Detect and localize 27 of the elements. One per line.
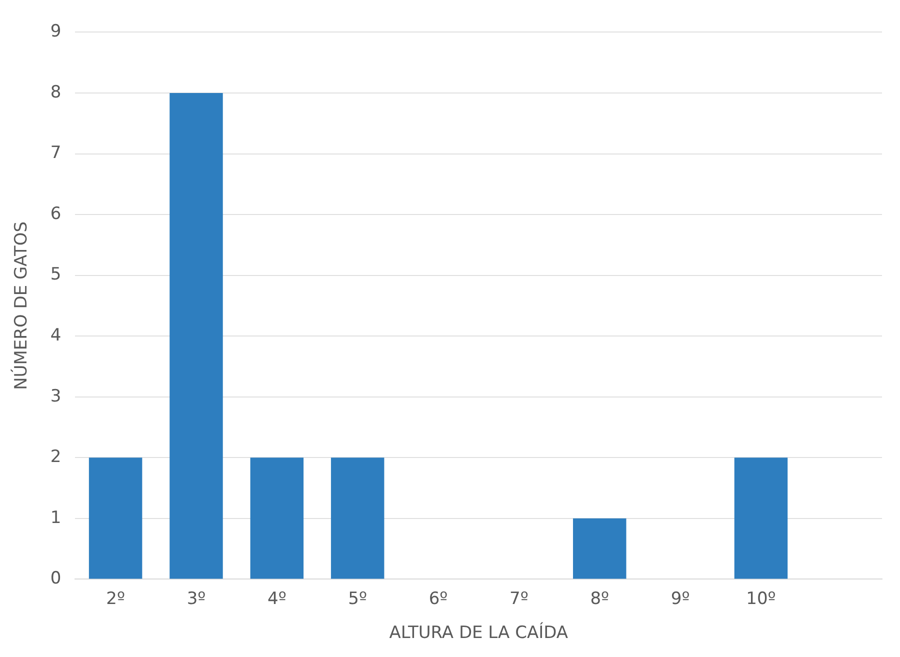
x-tick-label: 3º [186, 588, 206, 609]
y-tick-label: 1 [50, 508, 62, 528]
bar [330, 458, 384, 579]
x-tick-label: 6º [428, 588, 448, 609]
x-tick-label: 4º [268, 588, 286, 609]
x-tick-label: 5º [348, 588, 368, 609]
x-tick-label: 7º [510, 588, 528, 609]
y-tick-label: 4 [50, 326, 62, 346]
y-tick-label: 9 [50, 22, 62, 42]
y-tick-label: 8 [50, 82, 62, 102]
bar [88, 458, 142, 579]
y-tick-label: 5 [50, 264, 62, 285]
x-tick-label: 2º [106, 588, 125, 609]
y-tick-label: 0 [50, 568, 62, 589]
y-axis-title: NÚMERO DE GATOS [10, 221, 32, 390]
bar [573, 518, 626, 579]
x-tick-label: 9º [670, 588, 690, 609]
bar [170, 92, 223, 579]
y-tick-label: 3 [50, 386, 62, 406]
y-tick-label: 6 [50, 204, 62, 224]
x-tick-label: 8º [590, 588, 610, 609]
x-tick-label: 10º [746, 588, 776, 609]
y-tick-label: 7 [50, 143, 62, 164]
bar [734, 458, 788, 579]
x-axis-title: ALTURA DE LA CAÍDA [389, 622, 568, 644]
y-tick-label: 2 [50, 447, 62, 468]
bar [250, 458, 304, 579]
